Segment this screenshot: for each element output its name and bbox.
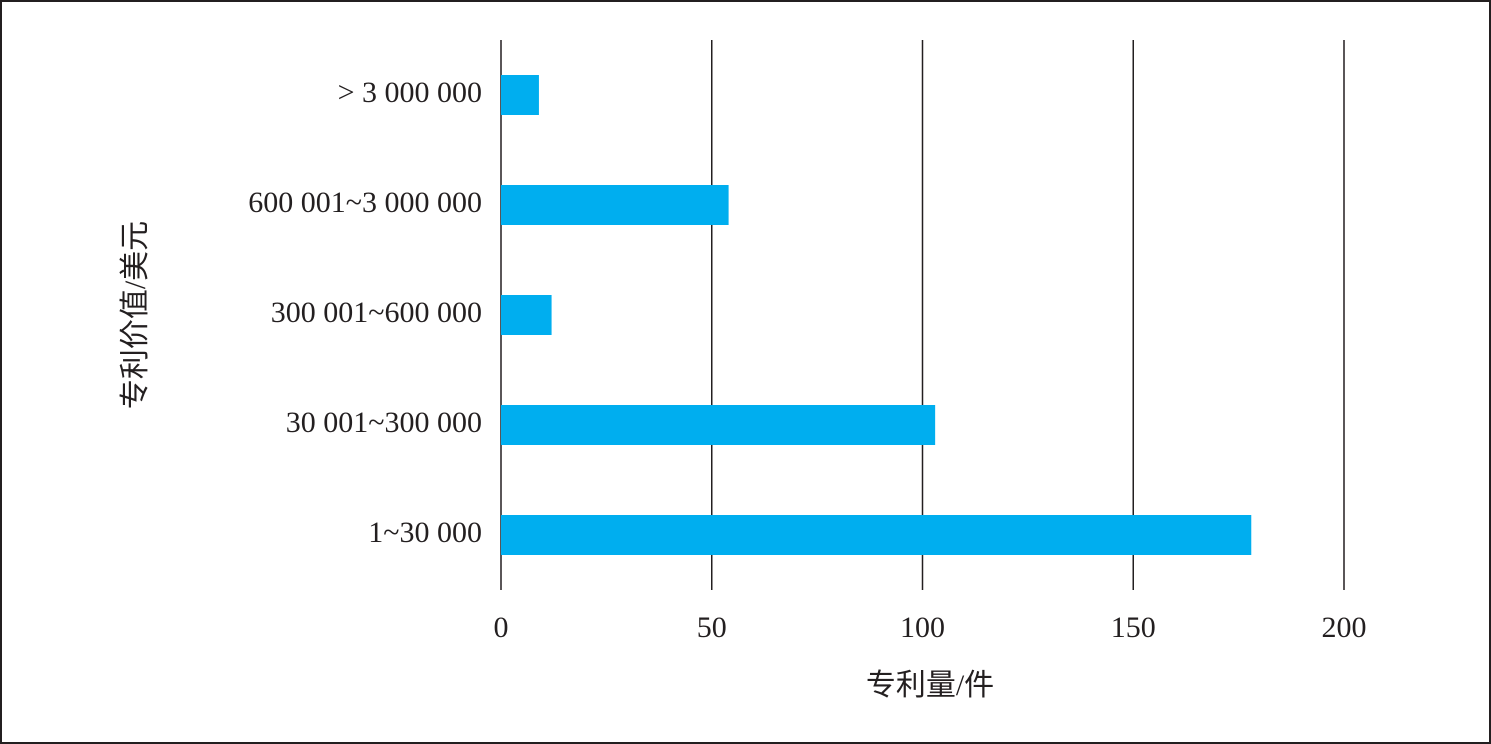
bar	[501, 75, 539, 115]
x-tick-label: 0	[494, 611, 509, 644]
x-axis-title: 专利量/件	[866, 669, 994, 702]
y-tick-label: > 3 000 000	[338, 76, 482, 109]
y-tick-label: 300 001~600 000	[271, 296, 482, 329]
x-tick-label: 100	[900, 611, 945, 644]
x-tick-label: 150	[1111, 611, 1156, 644]
y-tick-label: 1~30 000	[368, 516, 482, 549]
y-tick-label: 600 001~3 000 000	[248, 186, 482, 219]
x-tick-label: 200	[1322, 611, 1367, 644]
x-tick-label: 50	[697, 611, 727, 644]
y-axis-title: 专利价值/美元	[119, 221, 152, 409]
bar	[501, 405, 936, 445]
y-tick-label: 30 001~300 000	[286, 406, 482, 439]
bar	[501, 295, 552, 335]
bar	[501, 515, 1252, 555]
bar	[501, 185, 729, 225]
